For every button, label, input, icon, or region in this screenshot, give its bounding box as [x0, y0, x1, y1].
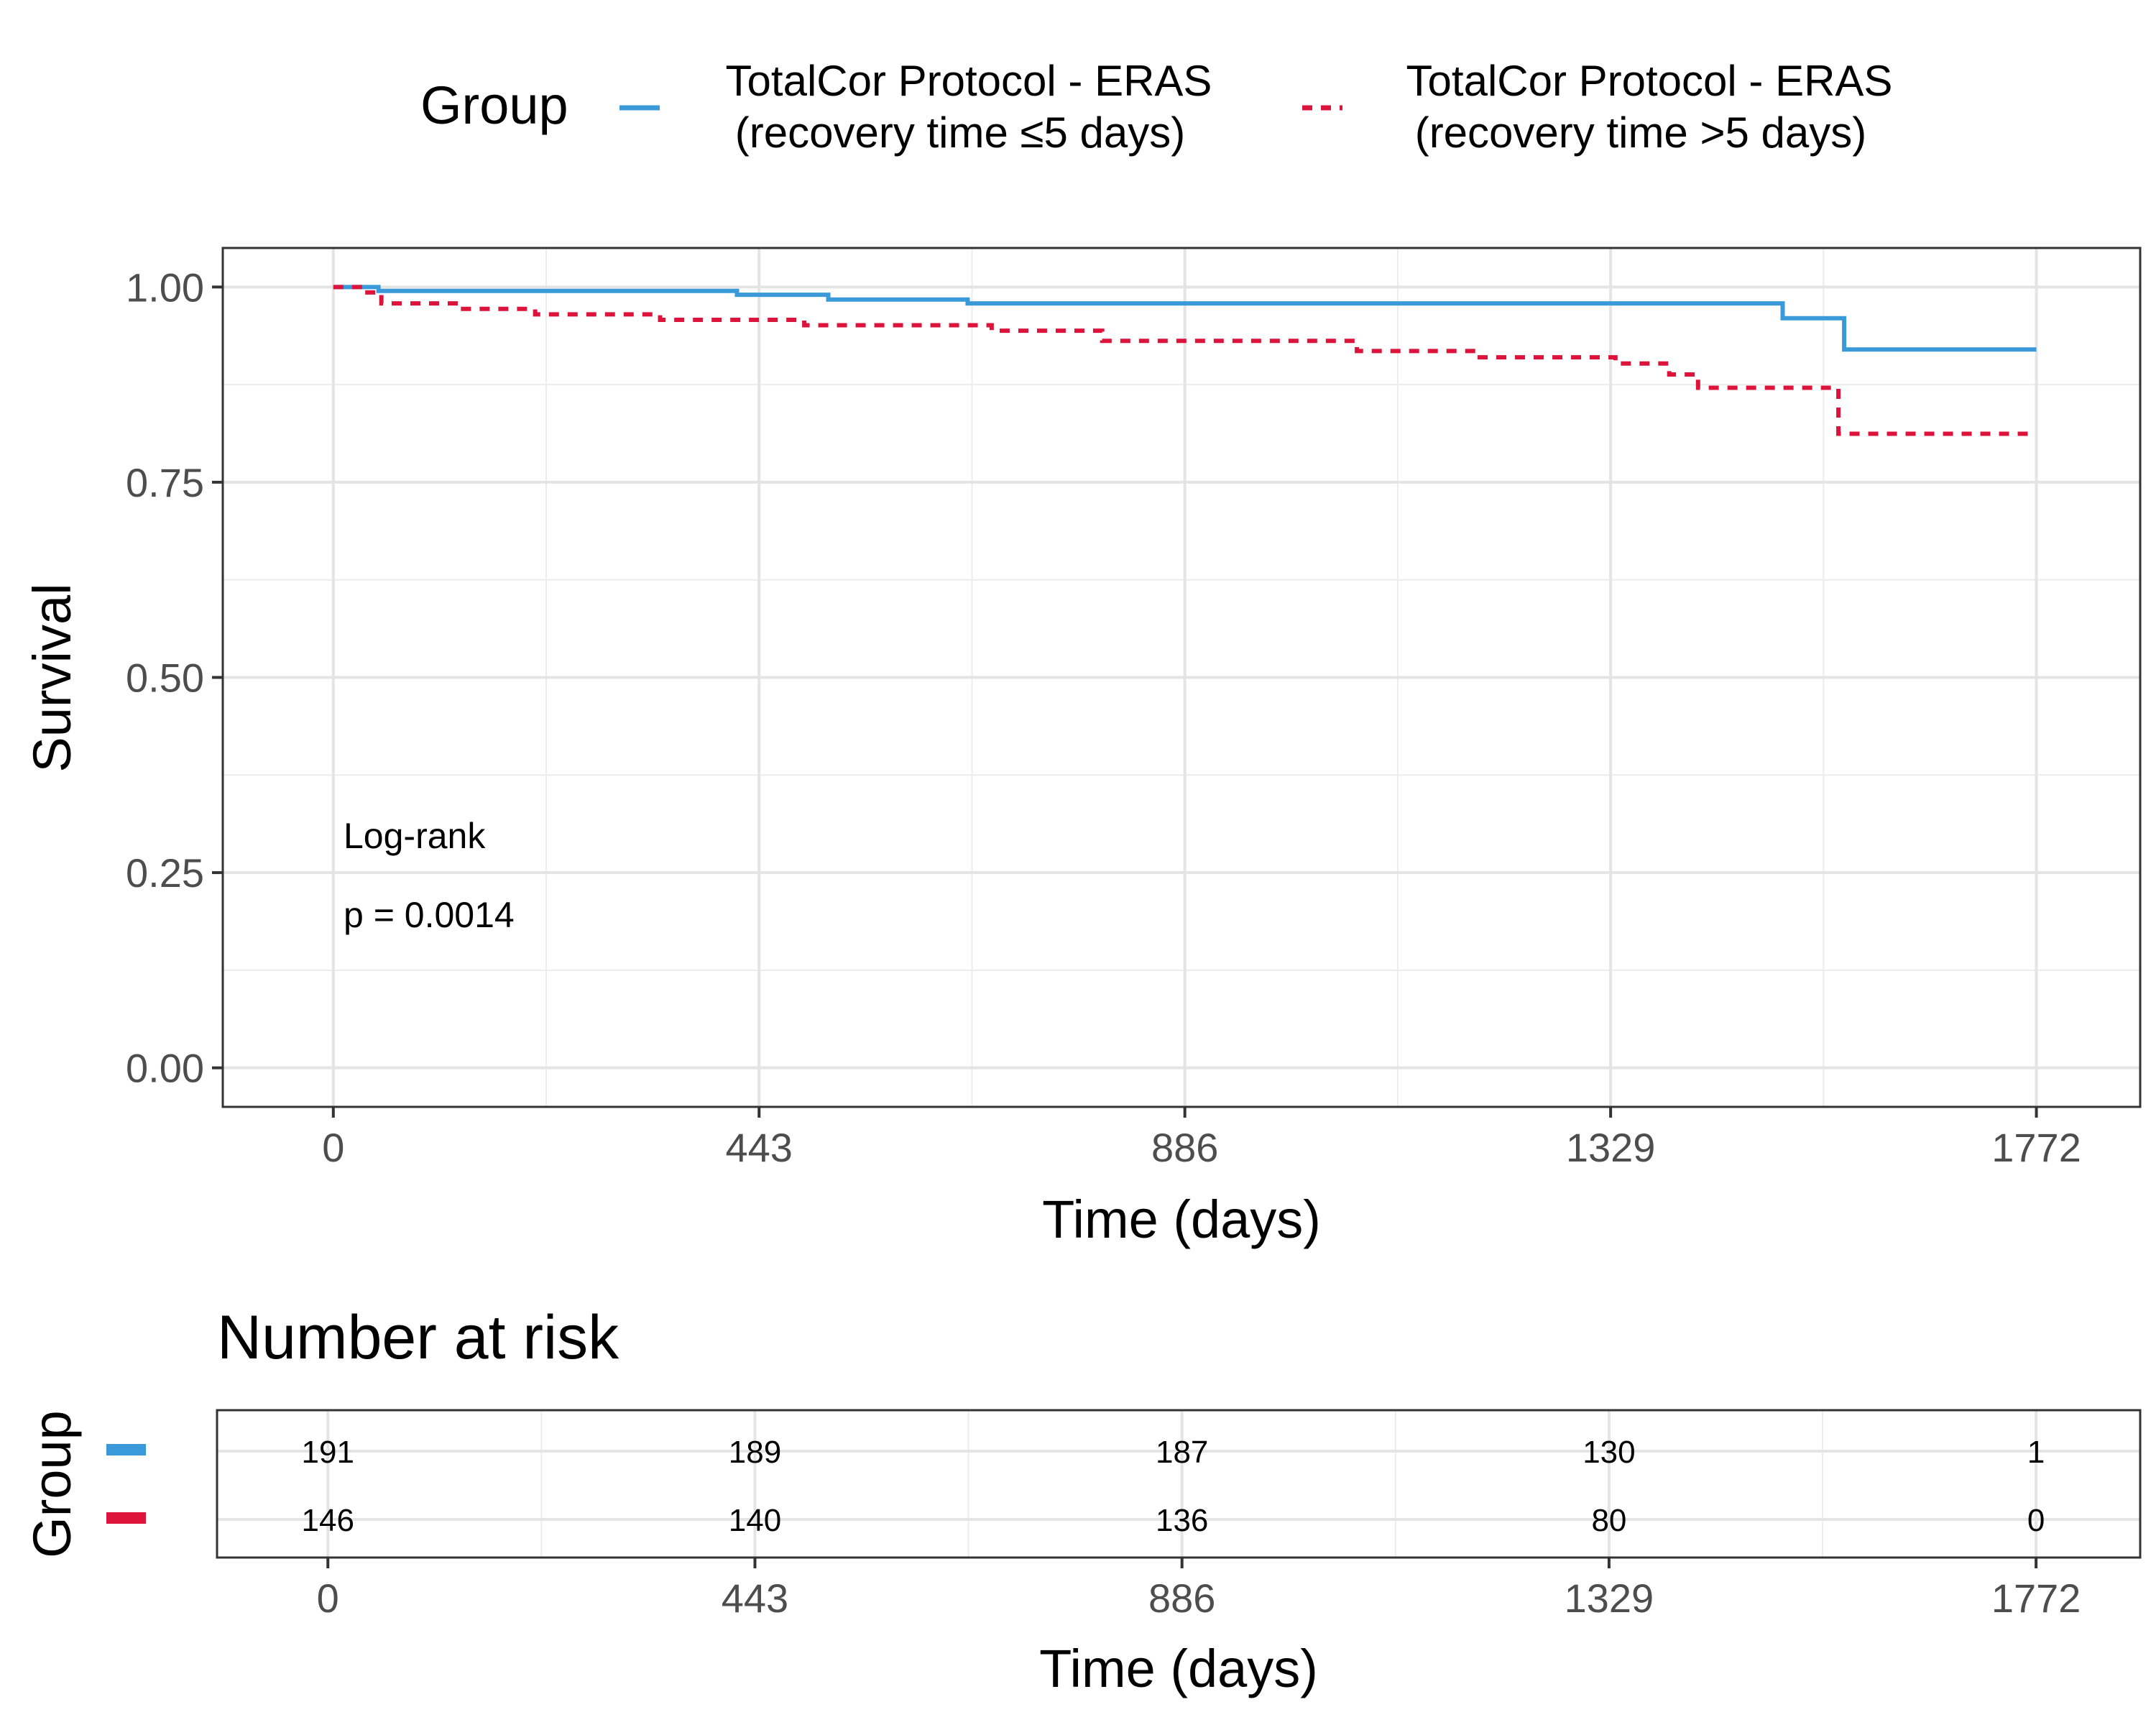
x-tick-label: 1772 [1991, 1125, 2081, 1170]
x-tick-label: 0 [322, 1125, 344, 1170]
x-tick-label: 886 [1151, 1125, 1218, 1170]
legend: Group TotalCor Protocol - ERAS (recovery… [420, 57, 1892, 157]
survival-plot: 0.00 0.25 0.50 0.75 1.00 0 443 886 1329 1772 Sur… [22, 247, 2142, 1249]
risk-panel-border [216, 1409, 2142, 1559]
y-tick-label: 0.00 [126, 1046, 204, 1091]
y-tick-label: 1.00 [126, 264, 204, 310]
risk-cell: 140 [729, 1503, 781, 1538]
risk-values: 191 189 187 130 1 146 140 136 80 0 [302, 1435, 2045, 1538]
x-ticks: 0 443 886 1329 1772 [322, 1107, 2081, 1170]
x-axis-label: Time (days) [1042, 1190, 1321, 1249]
legend-item-1-line2: (recovery time ≤5 days) [735, 109, 1185, 157]
legend-item-1-line1: TotalCor Protocol - ERAS [726, 57, 1212, 105]
y-ticks: 0.00 0.25 0.50 0.75 1.00 [126, 264, 223, 1091]
x-tick-label: 443 [726, 1125, 793, 1170]
risk-cell: 80 [1591, 1503, 1626, 1538]
grid-major [223, 248, 2140, 1107]
risk-y-axis-label: Group [22, 1410, 82, 1558]
risk-cell: 189 [729, 1435, 781, 1470]
risk-cell: 146 [302, 1503, 354, 1538]
annotation-line2: p = 0.0014 [344, 895, 515, 935]
risk-x-axis-label: Time (days) [1039, 1639, 1318, 1698]
y-tick-label: 0.75 [126, 460, 204, 505]
y-tick-label: 0.25 [126, 850, 204, 896]
y-axis-label: Survival [22, 583, 82, 772]
risk-table: Number at risk 191 189 187 130 1 146 140 136 80 0… [22, 1303, 2142, 1698]
risk-cell: 136 [1156, 1503, 1208, 1538]
risk-x-tick-label: 1772 [1991, 1576, 2081, 1621]
annotation-line1: Log-rank [344, 816, 486, 856]
risk-cell: 187 [1156, 1435, 1208, 1470]
legend-item-2-line2: (recovery time >5 days) [1415, 109, 1867, 157]
survival-curve-1 [333, 285, 2037, 352]
risk-table-title: Number at risk [217, 1303, 619, 1372]
risk-group-key-1 [106, 1444, 146, 1455]
legend-item-2: TotalCor Protocol - ERAS (recovery time … [1302, 57, 1892, 157]
risk-cell: 130 [1583, 1435, 1635, 1470]
risk-x-tick-label: 443 [722, 1576, 788, 1621]
survival-curve-2 [333, 285, 2037, 436]
risk-cell: 0 [2027, 1503, 2045, 1538]
risk-x-tick-label: 0 [317, 1576, 339, 1621]
legend-item-1: TotalCor Protocol - ERAS (recovery time … [619, 57, 1212, 157]
risk-x-tick-label: 1329 [1565, 1576, 1654, 1621]
risk-group-key-2 [106, 1512, 146, 1524]
risk-cell: 1 [2027, 1435, 2045, 1470]
risk-x-tick-label: 886 [1148, 1576, 1215, 1621]
risk-grid [217, 1410, 2140, 1558]
curves [333, 285, 2037, 436]
risk-cell: 191 [302, 1435, 354, 1470]
risk-x-ticks: 0 443 886 1329 1772 [317, 1558, 2081, 1621]
x-tick-label: 1329 [1566, 1125, 1656, 1170]
legend-title: Group [420, 75, 568, 135]
legend-item-2-line1: TotalCor Protocol - ERAS [1406, 57, 1893, 105]
y-tick-label: 0.50 [126, 656, 204, 701]
